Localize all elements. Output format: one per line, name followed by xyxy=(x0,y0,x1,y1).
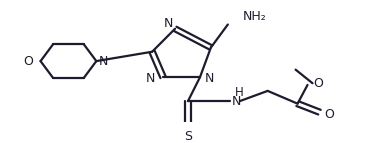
Text: O: O xyxy=(325,108,335,121)
Text: N: N xyxy=(232,96,241,108)
Text: O: O xyxy=(314,77,323,90)
Text: N: N xyxy=(98,55,108,68)
Text: N: N xyxy=(205,73,214,86)
Text: N: N xyxy=(164,17,173,30)
Text: H: H xyxy=(235,86,244,99)
Text: S: S xyxy=(184,130,192,143)
Text: O: O xyxy=(24,55,33,68)
Text: NH₂: NH₂ xyxy=(243,10,266,22)
Text: N: N xyxy=(146,73,155,86)
